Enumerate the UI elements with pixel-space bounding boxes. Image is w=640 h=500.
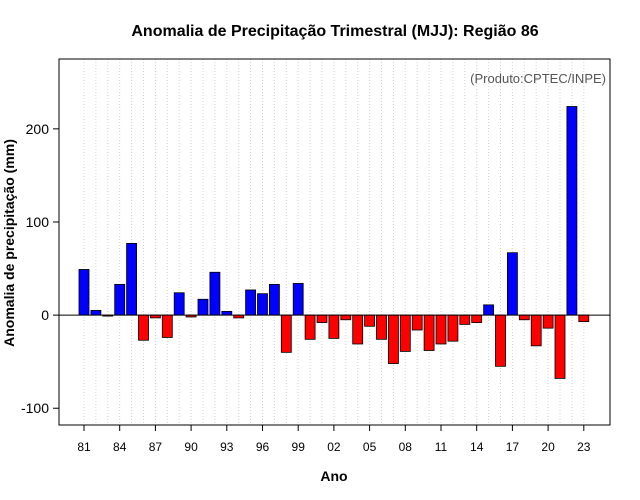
bar-2001 bbox=[316, 314, 328, 323]
x-tick-label: 20 bbox=[541, 440, 555, 454]
x-tick-label: 23 bbox=[577, 440, 591, 454]
x-axis: 81 84 87 90 93 96 99 02 05 08 11 14 17 20 23 bbox=[77, 425, 591, 454]
bar-1998 bbox=[280, 314, 292, 353]
bar-2010 bbox=[423, 314, 435, 351]
bar-2003 bbox=[340, 314, 352, 321]
bar-2023 bbox=[578, 314, 590, 323]
bar-1986 bbox=[138, 314, 149, 341]
x-tick-label: 11 bbox=[435, 440, 448, 454]
bar-2018 bbox=[518, 314, 530, 321]
y-tick-label: 0 bbox=[41, 307, 49, 323]
bar-2016 bbox=[495, 314, 506, 367]
bar-1996 bbox=[257, 293, 268, 316]
x-tick-label: 96 bbox=[256, 440, 270, 454]
grid bbox=[83, 59, 585, 425]
bar-2019 bbox=[530, 314, 542, 347]
bar-1985 bbox=[126, 242, 137, 316]
bar-2002 bbox=[328, 314, 340, 339]
x-tick-label: 08 bbox=[399, 440, 413, 454]
x-tick-label: 81 bbox=[77, 440, 91, 454]
y-axis-label: Anomalia de precipitação (mm) bbox=[1, 139, 17, 347]
bar-2011 bbox=[435, 314, 447, 345]
y-tick-label: 200 bbox=[26, 121, 50, 137]
bar-2013 bbox=[459, 314, 471, 325]
bar-2000 bbox=[304, 314, 316, 340]
bar-2020 bbox=[542, 314, 554, 329]
x-tick-label: 14 bbox=[470, 440, 484, 454]
bar-1992 bbox=[209, 271, 221, 316]
bar-2009 bbox=[411, 314, 423, 331]
bar-1999 bbox=[292, 283, 304, 316]
bar-1982 bbox=[90, 310, 102, 316]
bar-1981 bbox=[78, 269, 90, 316]
bar-2005 bbox=[364, 314, 376, 327]
bar-2014 bbox=[471, 314, 483, 323]
bar-2015 bbox=[483, 304, 495, 316]
x-tick-label: 93 bbox=[220, 440, 234, 454]
bar-2022 bbox=[566, 106, 578, 316]
source-annotation: (Produto:CPTEC/INPE) bbox=[470, 71, 606, 86]
chart-title: Anomalia de Precipitação Trimestral (MJJ… bbox=[131, 23, 538, 40]
bar-2007 bbox=[387, 314, 399, 364]
plot-frame bbox=[58, 58, 611, 426]
bar-2004 bbox=[352, 314, 364, 345]
x-tick-label: 84 bbox=[113, 440, 127, 454]
bar-1988 bbox=[161, 314, 173, 338]
bars bbox=[78, 106, 590, 379]
y-axis: -100 0 100 200 bbox=[21, 121, 59, 416]
x-tick-label: 05 bbox=[363, 440, 377, 454]
bar-2012 bbox=[447, 314, 459, 342]
bar-1993 bbox=[221, 310, 233, 316]
bar-1995 bbox=[245, 289, 257, 316]
x-tick-label: 87 bbox=[149, 440, 163, 454]
bar-1997 bbox=[268, 283, 280, 316]
y-tick-label: 100 bbox=[26, 214, 50, 230]
x-tick-label: 90 bbox=[184, 440, 198, 454]
x-tick-label: 99 bbox=[292, 440, 306, 454]
bar-1984 bbox=[114, 283, 126, 316]
bar-2006 bbox=[376, 314, 387, 340]
x-tick-label: 17 bbox=[506, 440, 520, 454]
x-tick-label: 02 bbox=[327, 440, 341, 454]
bar-2017 bbox=[506, 252, 518, 316]
bar-1989 bbox=[173, 292, 185, 316]
bar-1991 bbox=[197, 298, 209, 316]
bar-2021 bbox=[554, 314, 566, 379]
bar-2008 bbox=[399, 314, 411, 352]
y-tick-label: -100 bbox=[21, 400, 49, 416]
x-axis-label: Ano bbox=[320, 468, 347, 484]
